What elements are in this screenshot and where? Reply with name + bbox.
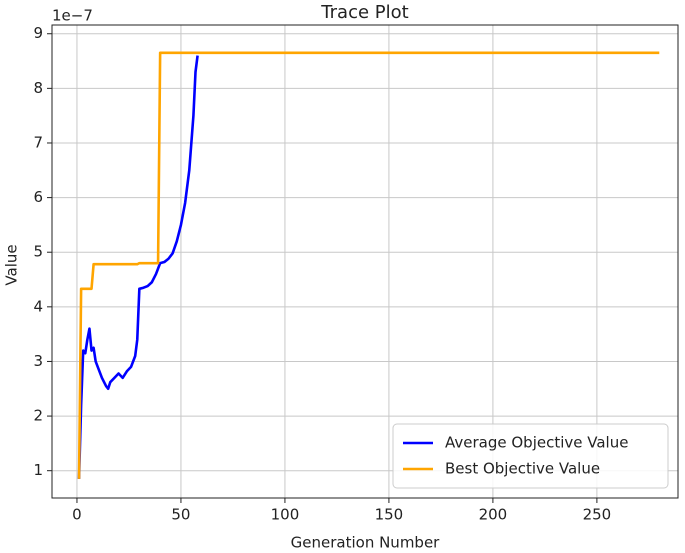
x-tick-label: 150 — [375, 506, 404, 524]
x-axis-label: Generation Number — [291, 534, 441, 552]
y-tick-label: 2 — [33, 407, 43, 425]
y-tick-label: 7 — [33, 133, 43, 151]
y-tick-label: 6 — [33, 188, 43, 206]
data-line — [77, 55, 199, 479]
y-tick-label: 8 — [33, 79, 43, 97]
x-tick-label: 100 — [271, 506, 300, 524]
x-tick-label: 50 — [171, 506, 190, 524]
legend: Average Objective Value Best Objective Va… — [392, 423, 669, 489]
y-tick-label: 4 — [33, 297, 43, 315]
y-tick-label: 3 — [33, 352, 43, 370]
plot-frame — [51, 24, 679, 499]
x-tick-label: 0 — [72, 506, 82, 524]
chart-title: Trace Plot — [320, 2, 408, 23]
y-axis-label: Value — [3, 244, 21, 285]
y-tick-label: 5 — [33, 243, 43, 261]
y-offset-text: 1e−7 — [52, 7, 93, 25]
x-tick-label: 250 — [583, 506, 612, 524]
y-tick-label: 1 — [33, 461, 43, 479]
legend-box — [392, 423, 669, 489]
legend-label: Best Objective Value — [445, 460, 600, 478]
data-line — [77, 51, 660, 479]
y-tick-label: 9 — [33, 24, 43, 42]
x-tick-label: 200 — [479, 506, 508, 524]
legend-label: Average Objective Value — [445, 434, 628, 452]
